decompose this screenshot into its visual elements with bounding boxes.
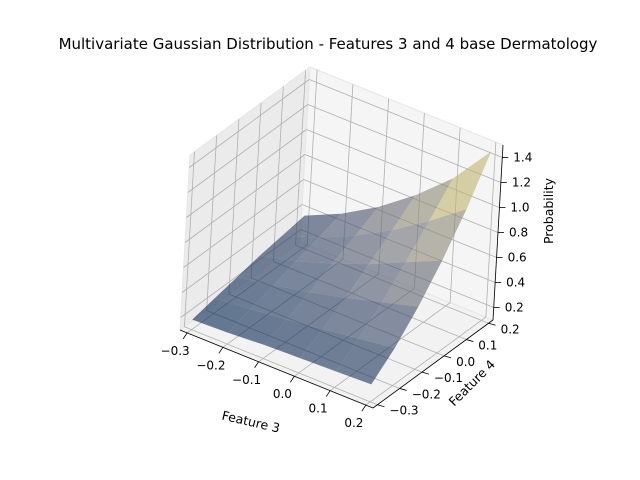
gridline-y-floor bbox=[184, 326, 378, 406]
surface-facet bbox=[259, 235, 319, 262]
y-tick-mark bbox=[421, 371, 429, 375]
surface-facet bbox=[237, 255, 296, 286]
z-tick-label: 0.8 bbox=[509, 226, 528, 240]
z-tick-label: 0.6 bbox=[508, 251, 527, 265]
x-axis-label: Feature 3 bbox=[220, 408, 281, 436]
surface-facet bbox=[299, 329, 359, 372]
y-tick-label: −0.2 bbox=[412, 387, 441, 401]
surface-facet bbox=[192, 298, 251, 333]
gridline-z-back bbox=[309, 79, 503, 158]
surface-facet bbox=[355, 195, 416, 236]
y-tick-mark bbox=[377, 404, 385, 408]
surface-facet bbox=[318, 207, 379, 238]
gridline-x-floor bbox=[365, 316, 487, 406]
x-tick-mark bbox=[325, 390, 331, 397]
gridline-z-left bbox=[186, 129, 307, 218]
surface-facet bbox=[282, 213, 342, 238]
surface-facet bbox=[214, 277, 274, 309]
y-tick-label: 0.2 bbox=[501, 322, 520, 336]
surface-facet bbox=[309, 263, 369, 298]
surface-facet bbox=[273, 261, 333, 293]
y-tick-mark bbox=[444, 355, 452, 359]
gridline-z-left bbox=[189, 79, 310, 168]
surface-facet bbox=[405, 209, 467, 263]
gridline-z-left bbox=[187, 104, 309, 193]
surface-facet bbox=[250, 285, 310, 320]
y-tick-mark bbox=[488, 322, 496, 326]
surface-facet bbox=[335, 338, 395, 385]
surface-facet bbox=[392, 178, 453, 231]
x-tick-label: −0.2 bbox=[196, 358, 225, 372]
surface-facet bbox=[429, 151, 492, 221]
y-tick-mark bbox=[466, 339, 474, 342]
z-tick-label: 0.4 bbox=[506, 276, 525, 290]
x-axis-line bbox=[179, 329, 374, 409]
x-tick-mark bbox=[290, 376, 295, 383]
z-tick-label: 1.0 bbox=[510, 201, 529, 215]
surface-facet bbox=[368, 221, 430, 265]
y-tick-label: 0.0 bbox=[456, 355, 475, 369]
surface-facet bbox=[345, 262, 406, 303]
z-axis-label: Probability bbox=[541, 177, 556, 244]
x-tick-mark bbox=[182, 332, 188, 340]
y-tick-label: −0.1 bbox=[434, 371, 463, 385]
surface-facet bbox=[263, 319, 323, 358]
y-tick-label: −0.3 bbox=[389, 404, 418, 418]
surface-facet bbox=[322, 297, 382, 339]
surface-facet bbox=[228, 309, 287, 345]
x-tick-mark bbox=[218, 347, 224, 354]
x-tick-mark bbox=[254, 361, 259, 368]
x-tick-label: −0.3 bbox=[161, 344, 190, 358]
x-tick-label: 0.0 bbox=[273, 387, 292, 401]
x-tick-label: 0.2 bbox=[344, 416, 363, 430]
z-tick-label: 1.4 bbox=[513, 151, 532, 165]
surface-facet bbox=[382, 260, 443, 307]
y-axis-line bbox=[372, 319, 494, 409]
axes-tick-labels: −0.3−0.2−0.10.00.10.2−0.3−0.2−0.10.00.10… bbox=[161, 151, 533, 431]
surface-facet bbox=[332, 230, 393, 265]
surface-facet bbox=[286, 292, 346, 330]
z-tick-label: 1.2 bbox=[512, 176, 531, 190]
chart-title: Multivariate Gaussian Distribution - Fea… bbox=[59, 35, 598, 53]
x-tick-label: −0.1 bbox=[232, 373, 261, 387]
surface-plot bbox=[192, 151, 492, 385]
z-tick-label: 0.2 bbox=[505, 301, 524, 315]
y-tick-mark bbox=[399, 388, 407, 391]
gridline-z-left bbox=[183, 179, 304, 268]
surface-facet bbox=[295, 235, 356, 264]
y-tick-label: 0.1 bbox=[478, 339, 497, 353]
surface-facet bbox=[358, 302, 419, 349]
gridline-z-left bbox=[184, 154, 306, 243]
gridline-z-back bbox=[304, 154, 499, 233]
gridline-z-left bbox=[181, 204, 303, 293]
x-tick-label: 0.1 bbox=[309, 402, 328, 416]
x-tick-mark bbox=[361, 404, 367, 412]
